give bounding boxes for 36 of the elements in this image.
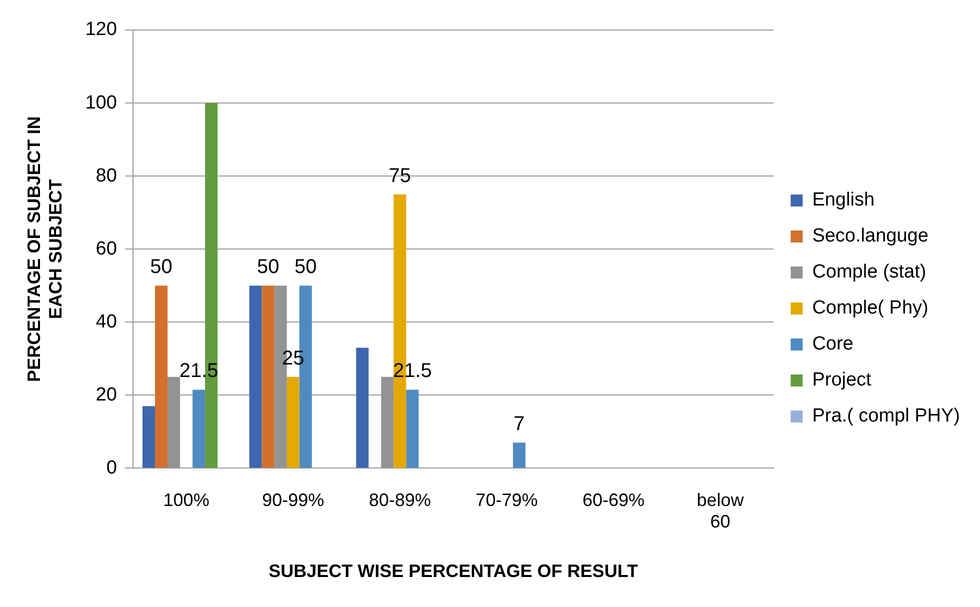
y-tick-label: 100 <box>85 92 117 114</box>
bar <box>192 390 206 468</box>
legend-label: English <box>812 190 875 211</box>
x-tick-label: 80-89% <box>368 490 431 510</box>
legend-label: Project <box>812 370 872 391</box>
y-tick-label: 80 <box>96 165 117 186</box>
bar <box>356 348 369 468</box>
bar <box>249 286 262 468</box>
legend-label: Core <box>812 334 854 355</box>
data-label: 50 <box>150 256 172 278</box>
bar <box>262 286 274 468</box>
x-tick-label: 90-99% <box>262 490 324 510</box>
x-tick-label: 100% <box>163 490 210 510</box>
legend-label: Comple( Phy) <box>812 298 928 319</box>
y-tick-label: 120 <box>85 19 117 40</box>
y-tick-label: 0 <box>106 457 117 478</box>
data-label: 50 <box>256 256 280 278</box>
bar <box>142 406 156 468</box>
y-tick-label: 60 <box>96 238 117 260</box>
y-tick-label: 20 <box>96 384 117 406</box>
legend-label: Pra.( compl PHY) <box>812 406 960 427</box>
bar <box>155 286 168 468</box>
x-tick-label: below 60 <box>696 490 745 532</box>
x-axis-title: SUBJECT WISE PERCENTAGE OF RESULT <box>268 561 638 582</box>
y-tick-label: 40 <box>96 311 117 332</box>
legend-label: Comple (stat) <box>812 262 926 283</box>
x-tick-label: 60-69% <box>582 490 645 510</box>
x-tick-label: 70-79% <box>476 490 538 510</box>
data-label: 75 <box>388 164 412 187</box>
bar <box>406 390 419 468</box>
data-label: 50 <box>294 256 317 278</box>
data-label: 7 <box>514 413 525 436</box>
bar <box>286 376 300 468</box>
y-axis-title: PERCENTAGE OF SUBJECT IN EACH SUBJECT <box>24 116 66 382</box>
legend-label: Seco.languge <box>812 226 928 247</box>
bar <box>512 442 526 468</box>
